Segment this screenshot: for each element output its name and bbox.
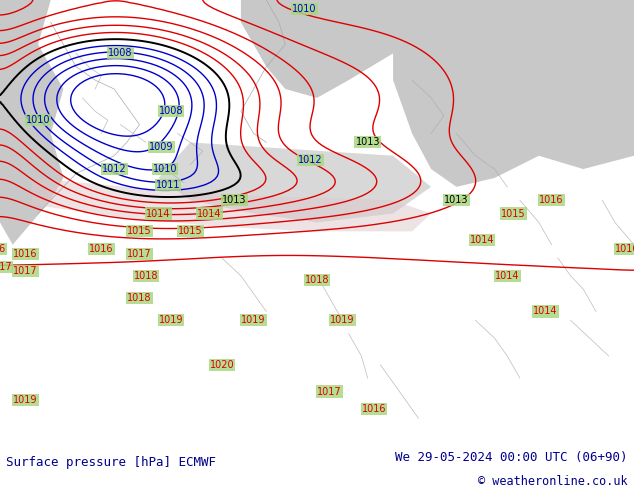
- Text: 1010: 1010: [153, 164, 177, 174]
- Text: 1016: 1016: [540, 195, 564, 205]
- Text: 1013: 1013: [356, 137, 380, 147]
- Text: We 29-05-2024 00:00 UTC (06+90): We 29-05-2024 00:00 UTC (06+90): [395, 451, 628, 464]
- Polygon shape: [0, 0, 63, 245]
- Text: 1012: 1012: [102, 164, 126, 174]
- Text: 1016: 1016: [89, 244, 113, 254]
- Polygon shape: [241, 0, 412, 98]
- Text: 1015: 1015: [501, 209, 526, 219]
- Text: 1017: 1017: [13, 267, 37, 276]
- Text: 1014: 1014: [470, 235, 494, 245]
- Text: 1015: 1015: [178, 226, 202, 236]
- Text: 1011: 1011: [156, 180, 180, 190]
- Text: © weatheronline.co.uk: © weatheronline.co.uk: [478, 475, 628, 489]
- Polygon shape: [158, 143, 431, 222]
- Text: Surface pressure [hPa] ECMWF: Surface pressure [hPa] ECMWF: [6, 456, 216, 468]
- Text: 1017: 1017: [127, 248, 152, 259]
- Text: 1014: 1014: [197, 209, 221, 219]
- Text: 1012: 1012: [299, 155, 323, 165]
- Text: 1019: 1019: [159, 316, 183, 325]
- Text: 1017: 1017: [0, 262, 12, 272]
- Text: 1014: 1014: [495, 271, 519, 281]
- Text: 1014: 1014: [533, 306, 557, 317]
- Text: 1013: 1013: [223, 195, 247, 205]
- Polygon shape: [393, 0, 634, 187]
- Text: 1018: 1018: [305, 275, 329, 285]
- Text: 1016: 1016: [13, 248, 37, 259]
- Text: 1019: 1019: [13, 395, 37, 405]
- Text: 1010: 1010: [292, 4, 316, 14]
- Text: 1008: 1008: [159, 106, 183, 116]
- Text: 1010: 1010: [26, 115, 50, 125]
- Text: 16: 16: [0, 244, 6, 254]
- Text: 1019: 1019: [330, 316, 354, 325]
- Polygon shape: [32, 178, 431, 231]
- Text: 1014: 1014: [146, 209, 171, 219]
- Text: 1020: 1020: [210, 360, 234, 370]
- Text: 1018: 1018: [127, 293, 152, 303]
- Text: 1019: 1019: [242, 316, 266, 325]
- Text: 1017: 1017: [318, 387, 342, 396]
- Text: 1013: 1013: [444, 195, 469, 205]
- Text: 1016: 1016: [616, 244, 634, 254]
- Text: 1009: 1009: [150, 142, 174, 152]
- Text: 1018: 1018: [134, 271, 158, 281]
- Text: 1008: 1008: [108, 49, 133, 58]
- Text: 1015: 1015: [127, 226, 152, 236]
- Text: 1016: 1016: [362, 404, 386, 415]
